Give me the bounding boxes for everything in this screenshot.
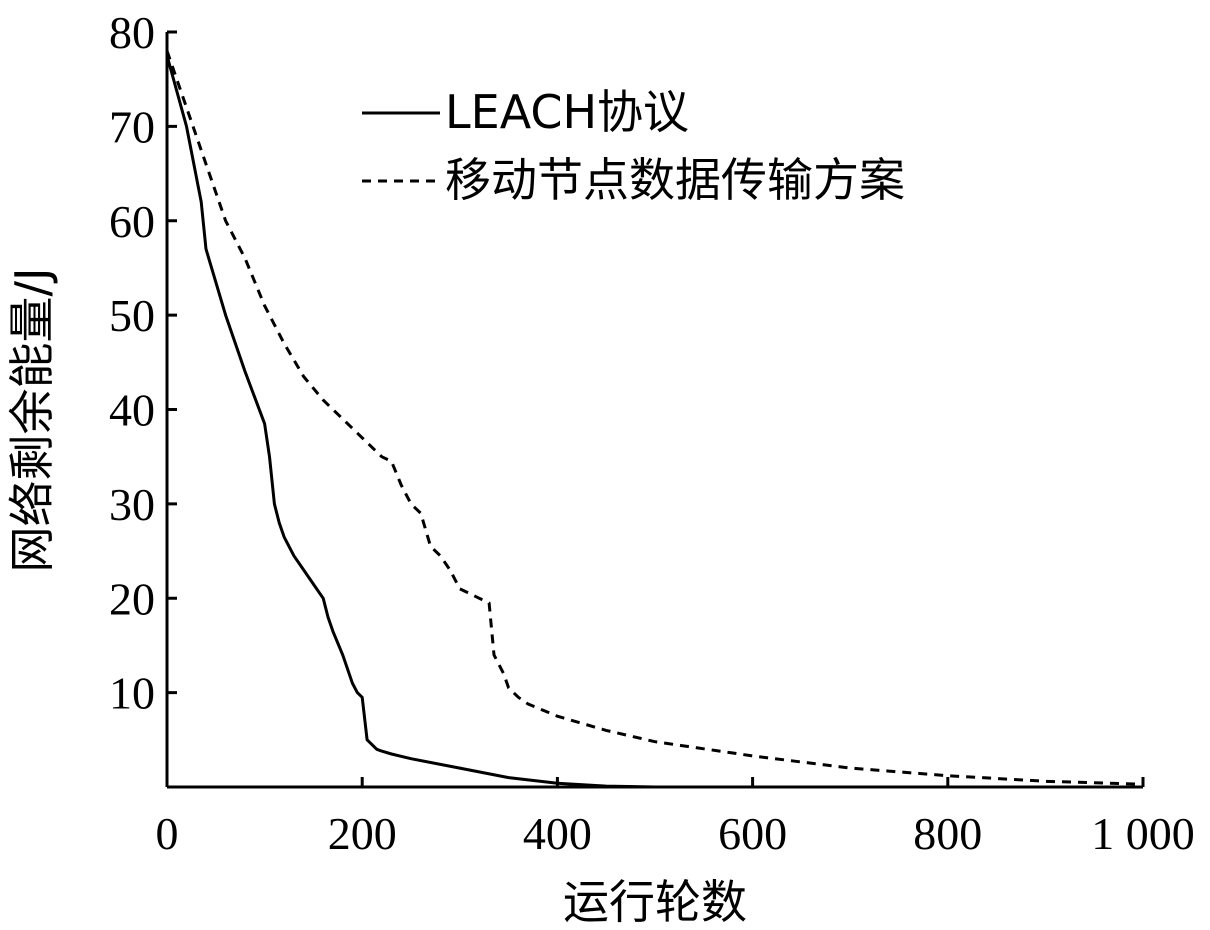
x-tick-label: 0	[156, 808, 179, 859]
series-line-mobile-node	[165, 50, 1144, 786]
y-axis: 10 20 30 40 50 60 70 80	[109, 7, 177, 787]
y-tick-label: 60	[109, 196, 155, 247]
y-tick-label: 50	[109, 290, 155, 341]
x-tick-label: 400	[523, 808, 592, 859]
y-tick-label: 70	[109, 101, 155, 152]
y-tick-label: 30	[109, 479, 155, 530]
x-tick-label: 200	[328, 808, 397, 859]
x-tick-label: 600	[718, 808, 787, 859]
x-tick-label: 800	[913, 808, 982, 859]
legend: LEACH协议 移动节点数据传输方案	[362, 85, 905, 207]
y-tick-label: 10	[109, 668, 155, 719]
legend-label-mobile-node: 移动节点数据传输方案	[445, 153, 905, 207]
y-axis-title: 网络剩余能量/J	[5, 267, 59, 572]
x-axis: 0 200 400 600 800 1 000	[156, 777, 1195, 859]
x-tick-label: 1 000	[1091, 808, 1195, 859]
y-tick-label: 20	[109, 573, 155, 624]
y-tick-label: 40	[109, 385, 155, 436]
y-tick-label: 80	[109, 7, 155, 58]
legend-label-leach: LEACH协议	[445, 85, 689, 139]
x-axis-title: 运行轮数	[563, 875, 747, 929]
